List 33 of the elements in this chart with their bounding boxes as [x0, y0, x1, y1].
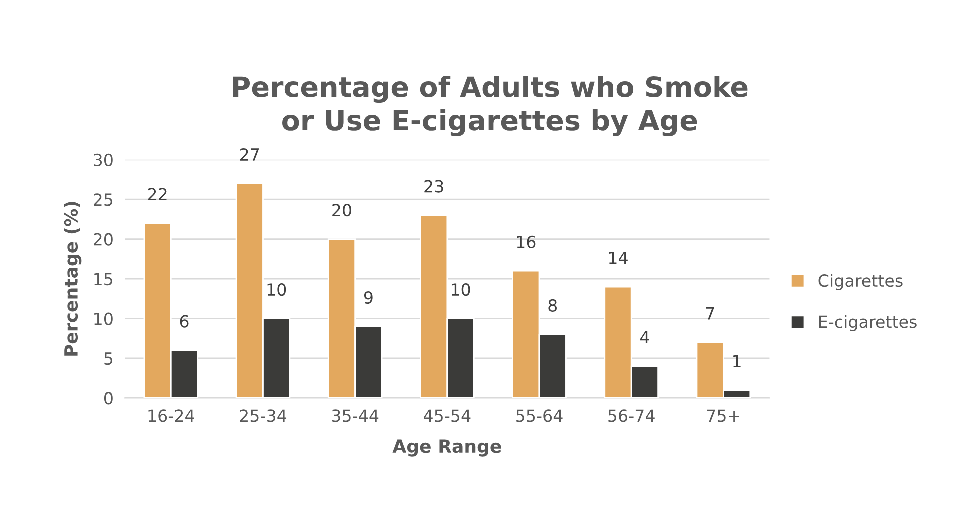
legend-label: Cigarettes [818, 274, 903, 290]
data-label: 7 [706, 308, 714, 320]
data-label: 9 [364, 291, 373, 304]
x-tick-label: 25-34 [240, 410, 287, 422]
y-tick-label: 25 [94, 194, 113, 206]
data-label: 14 [609, 252, 628, 264]
data-label: 22 [148, 188, 167, 201]
data-label: 16 [517, 236, 536, 248]
x-axis-title: Age Range [392, 440, 502, 457]
x-tick-label: 35-44 [332, 410, 379, 422]
y-tick-label: 20 [94, 233, 113, 246]
y-tick-label: 5 [104, 352, 113, 366]
y-tick-label: 10 [94, 312, 113, 326]
data-label: 4 [640, 331, 650, 344]
x-tick-label: 16-24 [148, 410, 194, 422]
x-tick-label: 75+ [707, 410, 740, 422]
x-tick-label: 56-74 [608, 410, 655, 422]
x-tick-label: 55-64 [516, 410, 563, 422]
chart-title: Percentage of Adults who Smoke or Use E-cigarettes by Age [233, 76, 748, 137]
data-label: 23 [424, 180, 444, 193]
data-label: 6 [180, 315, 189, 328]
data-label: 8 [548, 299, 558, 312]
data-label: 10 [268, 284, 286, 296]
data-label: 1 [734, 355, 741, 368]
y-tick-label: 15 [94, 273, 113, 286]
y-tick-label: 30 [94, 154, 113, 166]
x-tick-label: 45-54 [424, 410, 471, 422]
data-label: 27 [240, 148, 260, 161]
data-label: 20 [332, 204, 352, 217]
data-label: 10 [452, 284, 470, 296]
y-tick-label: 0 [104, 392, 113, 405]
legend-label: E-cigarettes [819, 315, 917, 332]
y-axis-title: Percentage (%) [64, 202, 82, 356]
